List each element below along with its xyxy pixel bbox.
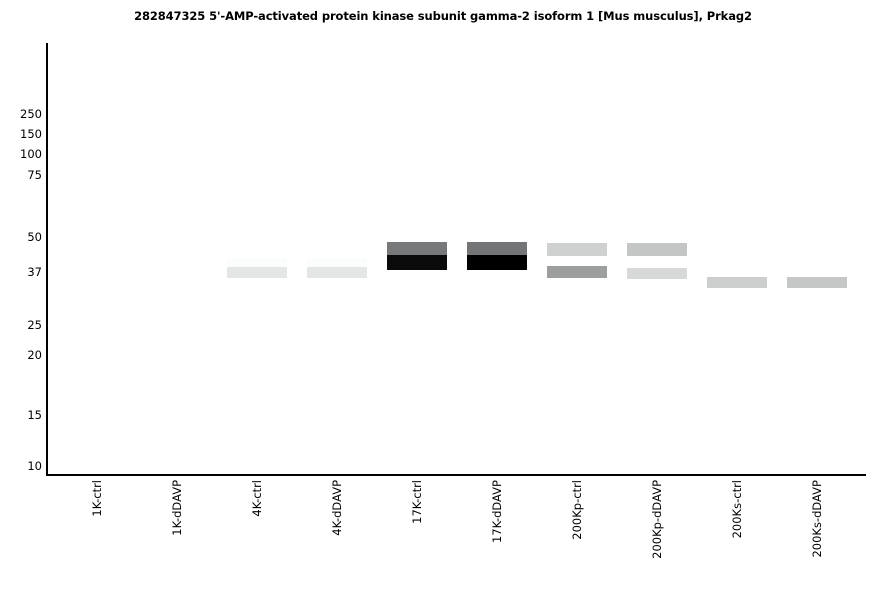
x-tick-label: 4K-dDAVP xyxy=(330,480,344,536)
y-tick-label: 10 xyxy=(27,459,42,473)
gel-band xyxy=(787,277,847,288)
gel-lane xyxy=(67,43,127,474)
y-tick-label: 15 xyxy=(27,408,42,422)
x-tick-4k-ctrl: 4K-ctrl xyxy=(250,480,265,580)
gel-lane xyxy=(227,43,287,474)
x-tick-label: 1K-ctrl xyxy=(90,480,104,517)
x-tick-1k-ddavp: 1K-dDAVP xyxy=(170,480,185,580)
x-tick-200ks-ddavp: 200Ks-dDAVP xyxy=(810,480,825,580)
gel-lane xyxy=(387,43,447,474)
gel-band xyxy=(547,243,607,256)
gel-lane xyxy=(307,43,367,474)
gel-band xyxy=(627,243,687,256)
y-tick-label: 37 xyxy=(27,265,42,279)
x-tick-17k-ctrl: 17K-ctrl xyxy=(410,480,425,580)
x-tick-4k-ddavp: 4K-dDAVP xyxy=(330,480,345,580)
y-tick-15: 15 xyxy=(0,408,42,422)
x-tick-label: 17K-ctrl xyxy=(410,480,424,524)
gel-band xyxy=(387,242,447,255)
gel-lane xyxy=(627,43,687,474)
gel-band xyxy=(307,267,367,278)
gel-lane xyxy=(787,43,847,474)
gel-lane xyxy=(547,43,607,474)
x-tick-label: 200Ks-dDAVP xyxy=(810,480,824,558)
y-tick-250: 250 xyxy=(0,107,42,121)
gel-lanes-area xyxy=(47,43,866,474)
y-tick-label: 150 xyxy=(20,127,42,141)
gel-band xyxy=(387,255,447,270)
gel-lane xyxy=(147,43,207,474)
x-tick-label: 1K-dDAVP xyxy=(170,480,184,536)
x-tick-200kp-ctrl: 200Kp-ctrl xyxy=(570,480,585,580)
x-tick-label: 200Ks-ctrl xyxy=(730,480,744,539)
y-tick-label: 100 xyxy=(20,147,42,161)
y-tick-50: 50 xyxy=(0,230,42,244)
x-tick-1k-ctrl: 1K-ctrl xyxy=(90,480,105,580)
page-title: 282847325 5'-AMP-activated protein kinas… xyxy=(134,9,752,23)
gel-band xyxy=(627,268,687,279)
y-tick-label: 75 xyxy=(27,168,42,182)
gel-lane xyxy=(467,43,527,474)
y-axis-line xyxy=(46,43,48,476)
y-tick-label: 20 xyxy=(27,348,42,362)
gel-lane xyxy=(707,43,767,474)
gel-band xyxy=(227,267,287,278)
x-tick-200ks-ctrl: 200Ks-ctrl xyxy=(730,480,745,580)
x-tick-17k-ddavp: 17K-dDAVP xyxy=(490,480,505,580)
y-tick-20: 20 xyxy=(0,348,42,362)
gel-band xyxy=(227,258,287,267)
y-tick-label: 25 xyxy=(27,318,42,332)
y-tick-37: 37 xyxy=(0,265,42,279)
x-tick-200kp-ddavp: 200Kp-dDAVP xyxy=(650,480,665,580)
gel-band xyxy=(307,258,367,267)
gel-band xyxy=(707,277,767,288)
y-tick-label: 250 xyxy=(20,107,42,121)
y-tick-10: 10 xyxy=(0,459,42,473)
y-tick-25: 25 xyxy=(0,318,42,332)
x-tick-label: 17K-dDAVP xyxy=(490,480,504,544)
y-tick-label: 50 xyxy=(27,230,42,244)
gel-band xyxy=(467,242,527,255)
x-tick-label: 4K-ctrl xyxy=(250,480,264,517)
x-axis-line xyxy=(46,474,866,476)
gel-band xyxy=(467,255,527,270)
x-tick-label: 200Kp-ctrl xyxy=(570,480,584,540)
y-tick-100: 100 xyxy=(0,147,42,161)
gel-band xyxy=(547,266,607,278)
x-tick-label: 200Kp-dDAVP xyxy=(650,480,664,559)
y-tick-75: 75 xyxy=(0,168,42,182)
y-tick-150: 150 xyxy=(0,127,42,141)
